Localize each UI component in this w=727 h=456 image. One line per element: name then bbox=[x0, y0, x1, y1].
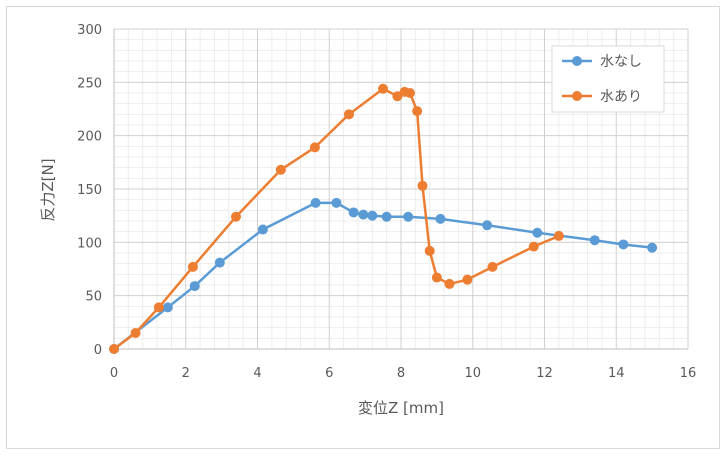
legend-label-0: 水なし bbox=[600, 54, 642, 70]
data-point bbox=[348, 207, 359, 218]
data-point bbox=[487, 261, 498, 272]
data-point bbox=[417, 180, 428, 191]
data-point bbox=[528, 241, 539, 252]
grid bbox=[113, 28, 689, 350]
data-point bbox=[189, 281, 200, 292]
data-point bbox=[162, 302, 173, 313]
data-point bbox=[378, 83, 389, 94]
y-tick-label: 200 bbox=[77, 130, 102, 145]
data-point bbox=[214, 257, 225, 268]
data-point bbox=[130, 328, 141, 338]
data-point bbox=[482, 220, 493, 231]
data-point bbox=[532, 227, 543, 238]
data-point bbox=[424, 245, 435, 256]
data-point bbox=[109, 344, 119, 354]
series-layer bbox=[109, 83, 658, 354]
data-point bbox=[431, 272, 442, 283]
y-tick-label: 50 bbox=[85, 290, 102, 305]
x-tick-label: 2 bbox=[182, 366, 190, 381]
data-point bbox=[412, 106, 423, 117]
data-point bbox=[367, 210, 378, 221]
series-line-1 bbox=[113, 87, 560, 351]
data-point bbox=[257, 224, 268, 235]
data-point bbox=[309, 142, 320, 153]
data-point bbox=[343, 109, 354, 120]
data-point bbox=[230, 211, 241, 222]
y-tick-label: 250 bbox=[77, 76, 102, 91]
data-point bbox=[553, 230, 564, 241]
data-point bbox=[618, 239, 629, 250]
data-point bbox=[153, 302, 164, 313]
y-tick-label: 0 bbox=[94, 343, 102, 358]
data-point bbox=[275, 164, 286, 175]
data-point bbox=[444, 278, 455, 289]
data-point bbox=[435, 213, 446, 224]
y-tick-label: 150 bbox=[77, 183, 102, 198]
data-point bbox=[310, 197, 321, 208]
legend-label-1: 水あり bbox=[600, 89, 642, 105]
data-point bbox=[187, 261, 198, 272]
x-tick-label: 6 bbox=[325, 366, 333, 381]
x-tick-label: 14 bbox=[608, 366, 625, 381]
series-line-0 bbox=[113, 201, 653, 350]
legend-marker-0 bbox=[572, 56, 582, 66]
x-tick-label: 12 bbox=[536, 366, 553, 381]
legend: 水なし 水あり bbox=[551, 45, 665, 113]
y-axis-title: 反力Z[N] bbox=[39, 158, 57, 221]
x-tick-label: 10 bbox=[464, 366, 481, 381]
x-tick-label: 0 bbox=[110, 366, 118, 381]
data-point bbox=[647, 242, 658, 253]
data-point bbox=[589, 235, 600, 246]
x-tick-label: 8 bbox=[397, 366, 405, 381]
data-point bbox=[403, 211, 414, 222]
x-axis-title: 変位Z [mm] bbox=[358, 399, 444, 417]
x-tick-label: 4 bbox=[253, 366, 261, 381]
y-tick-label: 100 bbox=[77, 236, 102, 251]
data-point bbox=[331, 197, 342, 208]
y-tick-label: 300 bbox=[77, 23, 102, 38]
legend-box bbox=[551, 45, 665, 113]
legend-marker-1 bbox=[572, 91, 582, 101]
data-point bbox=[358, 209, 369, 220]
data-point bbox=[462, 274, 473, 285]
x-tick-label: 16 bbox=[680, 366, 697, 381]
axes: 0 2 4 6 8 10 12 14 16 0 50 100 150 200 250 300 bbox=[77, 23, 696, 381]
data-point bbox=[404, 88, 415, 98]
data-point bbox=[381, 211, 392, 222]
